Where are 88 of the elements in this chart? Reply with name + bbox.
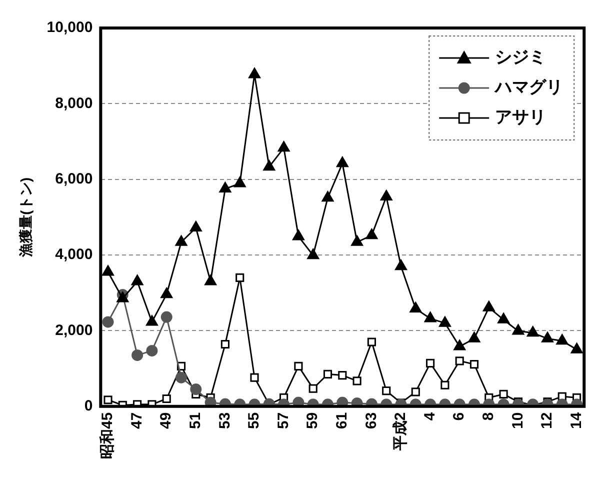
point bbox=[438, 316, 451, 327]
x-tick-label: 14 bbox=[568, 412, 585, 430]
x-tick-label: 49 bbox=[158, 412, 175, 430]
point bbox=[410, 302, 422, 312]
point bbox=[411, 388, 420, 396]
point bbox=[204, 274, 216, 286]
legend-label: アサリ bbox=[495, 108, 546, 127]
point bbox=[542, 332, 554, 342]
point bbox=[498, 312, 510, 324]
point bbox=[351, 235, 363, 246]
point bbox=[470, 360, 479, 369]
point bbox=[322, 191, 334, 202]
point bbox=[132, 349, 144, 361]
point bbox=[382, 386, 391, 396]
point bbox=[160, 311, 172, 323]
x-tick-label: 63 bbox=[362, 412, 380, 430]
point bbox=[175, 235, 188, 246]
point bbox=[512, 324, 524, 335]
point bbox=[395, 260, 407, 270]
y-tick-label: 2,000 bbox=[55, 322, 93, 339]
point bbox=[424, 312, 436, 322]
point bbox=[352, 376, 362, 386]
point bbox=[236, 273, 244, 282]
point bbox=[454, 340, 466, 350]
point bbox=[102, 316, 114, 328]
point bbox=[190, 221, 202, 232]
point bbox=[263, 160, 276, 171]
legend-label: シジミ bbox=[495, 48, 546, 67]
point bbox=[250, 373, 259, 382]
y-tick-label: 4,000 bbox=[55, 246, 93, 264]
legend-label: ハマグリ bbox=[493, 78, 564, 97]
x-tick-label: 平成2 bbox=[392, 412, 410, 452]
point bbox=[292, 396, 304, 406]
point bbox=[160, 288, 173, 298]
point bbox=[426, 358, 435, 368]
point bbox=[234, 176, 246, 188]
point bbox=[336, 396, 348, 406]
x-tick-label: 6 bbox=[450, 412, 468, 421]
point bbox=[482, 300, 495, 312]
point bbox=[190, 384, 202, 396]
x-tick-label: 昭和45 bbox=[99, 412, 116, 460]
point bbox=[219, 182, 232, 193]
point bbox=[380, 190, 392, 200]
x-tick-label: 57 bbox=[274, 412, 292, 430]
x-tick-label: 61 bbox=[334, 412, 351, 430]
point bbox=[440, 380, 450, 390]
x-tick-label: 55 bbox=[246, 412, 263, 430]
y-tick-label: 10,000 bbox=[46, 19, 93, 36]
x-tick-label: 51 bbox=[187, 412, 204, 430]
point bbox=[131, 274, 144, 286]
y-tick-label: 0 bbox=[84, 397, 93, 414]
x-tick-label: 59 bbox=[304, 412, 322, 430]
point bbox=[499, 390, 508, 398]
x-tick-label: 12 bbox=[538, 412, 556, 430]
point bbox=[116, 292, 129, 302]
point bbox=[162, 394, 171, 404]
x-tick-label: 53 bbox=[216, 412, 234, 430]
point bbox=[570, 342, 583, 354]
point bbox=[308, 384, 318, 393]
point bbox=[104, 396, 112, 404]
point bbox=[294, 362, 303, 370]
point bbox=[176, 372, 187, 384]
point bbox=[307, 248, 320, 260]
y-tick-label: 8,000 bbox=[55, 94, 93, 112]
x-tick-label: 47 bbox=[128, 412, 146, 430]
point bbox=[278, 141, 290, 152]
point bbox=[146, 315, 158, 326]
point bbox=[336, 156, 348, 168]
x-tick-label: 4 bbox=[421, 412, 438, 421]
point bbox=[292, 230, 304, 240]
x-tick-label: 8 bbox=[480, 412, 498, 421]
point bbox=[248, 68, 260, 78]
point bbox=[366, 228, 378, 240]
point bbox=[455, 356, 464, 366]
point bbox=[556, 334, 568, 345]
point bbox=[468, 332, 480, 342]
point bbox=[338, 371, 347, 380]
y-tick-label: 6,000 bbox=[55, 170, 93, 188]
point bbox=[323, 370, 332, 378]
point bbox=[146, 344, 158, 356]
point bbox=[102, 265, 114, 276]
point bbox=[367, 338, 376, 346]
y-axis-title: 漁獲量(トン) bbox=[17, 177, 34, 258]
point bbox=[204, 396, 216, 406]
point bbox=[526, 326, 539, 337]
point bbox=[220, 340, 230, 349]
point bbox=[351, 398, 363, 406]
x-tick-label: 10 bbox=[509, 412, 526, 430]
